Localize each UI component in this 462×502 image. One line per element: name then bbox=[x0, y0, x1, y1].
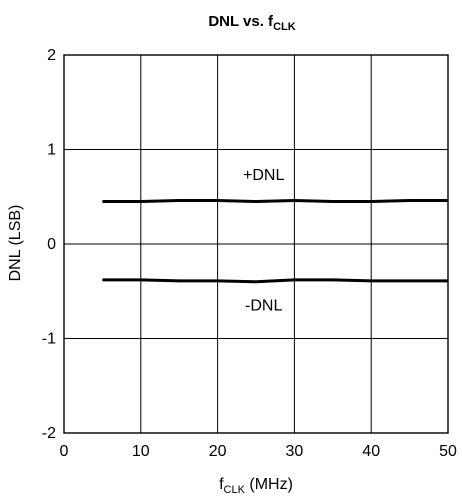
y-tick-label: -1 bbox=[42, 331, 56, 348]
x-axis-title: fCLK (MHz) bbox=[219, 476, 293, 496]
y-tick-label: 2 bbox=[47, 47, 56, 64]
y-tick-labels: 2 1 0 -1 -2 bbox=[42, 47, 56, 442]
x-axis-title-subscript: CLK bbox=[224, 484, 246, 496]
x-tick-label: 0 bbox=[60, 443, 69, 460]
series-label-negative-dnl: -DNL bbox=[245, 297, 282, 314]
series-label-positive-dnl: +DNL bbox=[243, 167, 284, 184]
x-tick-labels: 0 10 20 30 40 50 bbox=[60, 443, 457, 460]
chart-title-subscript: CLK bbox=[273, 21, 296, 33]
series-labels: +DNL -DNL bbox=[243, 167, 284, 314]
chart-title: DNL vs. fCLK bbox=[208, 13, 295, 33]
x-tick-label: 20 bbox=[209, 443, 227, 460]
x-tick-label: 30 bbox=[286, 443, 304, 460]
chart-title-main: DNL vs. f bbox=[208, 13, 274, 30]
series-line-negative-dnl bbox=[102, 278, 448, 284]
x-axis-title-main: f bbox=[219, 476, 224, 493]
x-tick-label: 10 bbox=[132, 443, 150, 460]
y-tick-label: 0 bbox=[47, 236, 56, 253]
series-group bbox=[102, 199, 448, 284]
x-tick-label: 50 bbox=[439, 443, 457, 460]
y-axis-title: DNL (LSB) bbox=[7, 205, 24, 282]
plot-frame bbox=[63, 54, 449, 434]
grid-lines bbox=[64, 55, 448, 433]
x-axis-title-unit: (MHz) bbox=[245, 476, 293, 493]
series-line-positive-dnl bbox=[102, 199, 448, 203]
y-tick-label: -2 bbox=[42, 425, 56, 442]
x-tick-label: 40 bbox=[362, 443, 380, 460]
y-tick-label: 1 bbox=[47, 142, 56, 159]
